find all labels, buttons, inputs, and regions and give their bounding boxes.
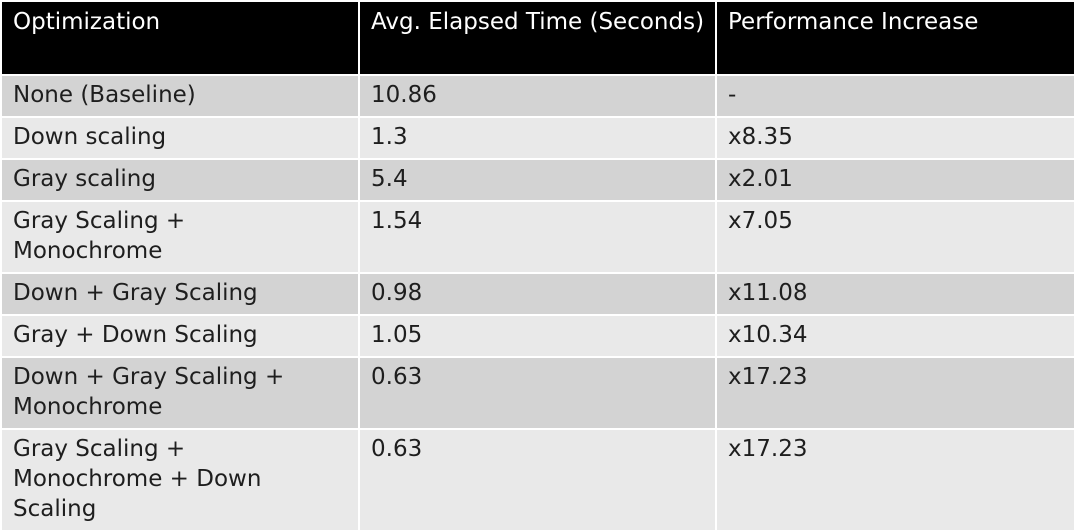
table-row: Down + Gray Scaling 0.98 x11.08 (0, 272, 1074, 316)
cell-optimization: Down + Gray Scaling (0, 272, 360, 316)
cell-performance-increase: x11.08 (715, 272, 1074, 316)
cell-performance-increase: x7.05 (715, 200, 1074, 274)
cell-elapsed-time: 1.05 (358, 314, 717, 358)
cell-performance-increase: - (715, 74, 1074, 118)
table-row: Gray + Down Scaling 1.05 x10.34 (0, 314, 1074, 358)
cell-elapsed-time: 5.4 (358, 158, 717, 202)
table-row: Down scaling 1.3 x8.35 (0, 116, 1074, 160)
cell-performance-increase: x2.01 (715, 158, 1074, 202)
cell-optimization: Gray Scaling + Monochrome + Down Scaling (0, 428, 360, 532)
header-optimization: Optimization (0, 0, 360, 76)
cell-elapsed-time: 0.98 (358, 272, 717, 316)
cell-elapsed-time: 1.54 (358, 200, 717, 274)
cell-elapsed-time: 1.3 (358, 116, 717, 160)
table-header-row: Optimization Avg. Elapsed Time (Seconds)… (0, 0, 1074, 76)
header-avg-elapsed-time: Avg. Elapsed Time (Seconds) (358, 0, 717, 76)
table-row: None (Baseline) 10.86 - (0, 74, 1074, 118)
cell-performance-increase: x17.23 (715, 428, 1074, 532)
cell-optimization: Down scaling (0, 116, 360, 160)
table-row: Gray Scaling + Monochrome 1.54 x7.05 (0, 200, 1074, 274)
header-performance-increase: Performance Increase (715, 0, 1074, 76)
cell-performance-increase: x17.23 (715, 356, 1074, 430)
table-row: Gray Scaling + Monochrome + Down Scaling… (0, 428, 1074, 532)
table-row: Down + Gray Scaling + Monochrome 0.63 x1… (0, 356, 1074, 430)
cell-optimization: Gray scaling (0, 158, 360, 202)
cell-optimization: Gray + Down Scaling (0, 314, 360, 358)
cell-performance-increase: x10.34 (715, 314, 1074, 358)
cell-performance-increase: x8.35 (715, 116, 1074, 160)
table-row: Gray scaling 5.4 x2.01 (0, 158, 1074, 202)
cell-optimization: Gray Scaling + Monochrome (0, 200, 360, 274)
cell-elapsed-time: 0.63 (358, 428, 717, 532)
cell-elapsed-time: 10.86 (358, 74, 717, 118)
cell-optimization: None (Baseline) (0, 74, 360, 118)
cell-elapsed-time: 0.63 (358, 356, 717, 430)
cell-optimization: Down + Gray Scaling + Monochrome (0, 356, 360, 430)
